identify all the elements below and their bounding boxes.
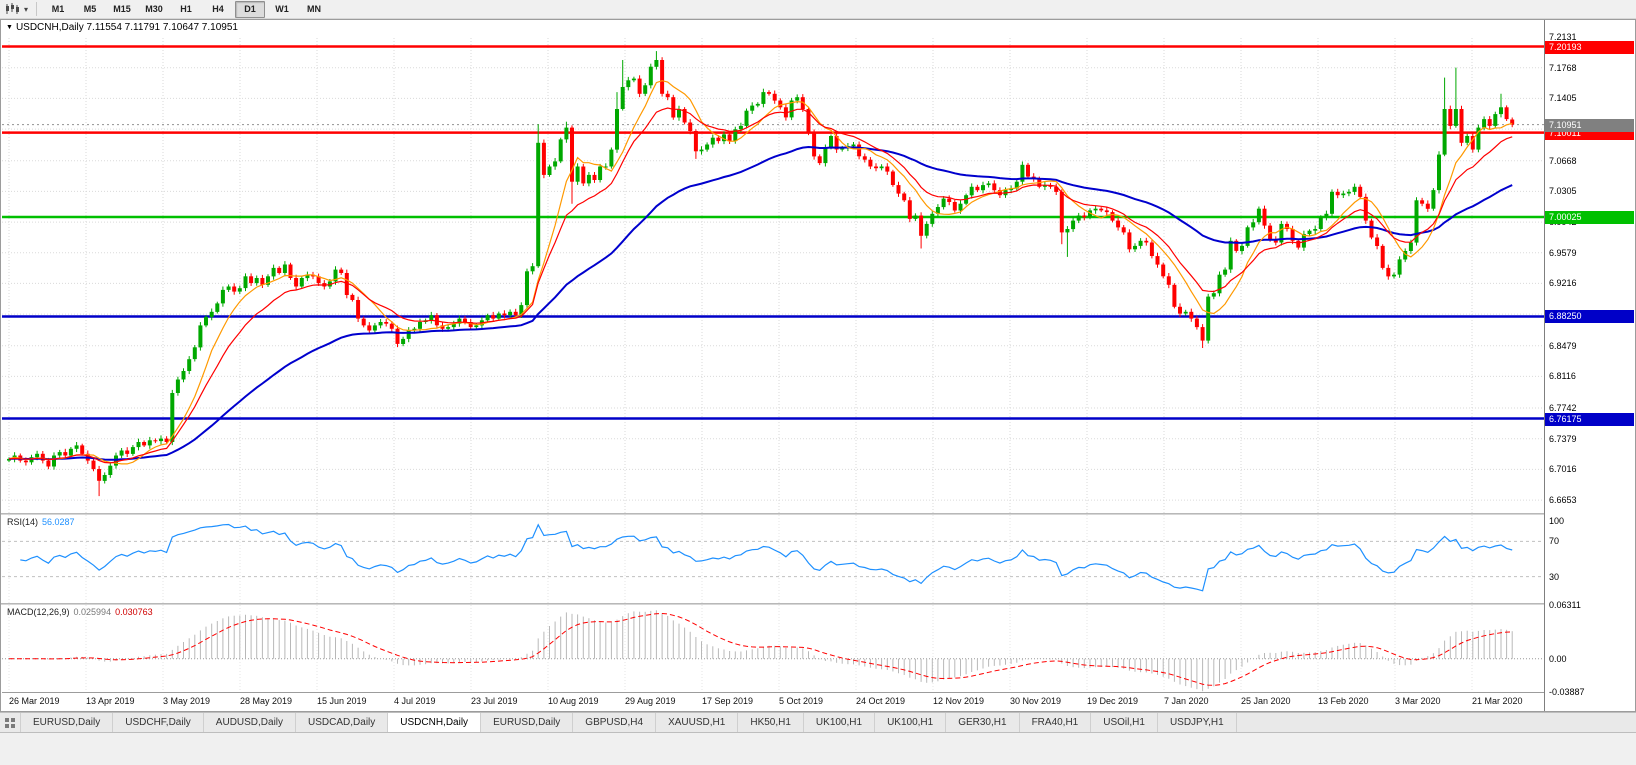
chart-tab-usdchf-daily[interactable]: USDCHF,Daily (113, 713, 204, 732)
rsi-level-label: 70 (1549, 536, 1560, 546)
main-chart-canvas[interactable] (2, 38, 1544, 513)
macd-label: MACD(12,26,9) (7, 607, 70, 617)
date-label: 13 Feb 2020 (1318, 696, 1369, 706)
rsi-level-label: 100 (1549, 516, 1565, 526)
rsi-canvas[interactable] (2, 515, 1544, 603)
chart-tab-usoil-h1[interactable]: USOil,H1 (1091, 713, 1158, 732)
timeframe-button-m15[interactable]: M15 (113, 3, 131, 14)
rsi-value: 56.0287 (42, 517, 75, 527)
time-axis[interactable]: 26 Mar 2019 13 Apr 2019 3 May 2019 28 May 2… (2, 692, 1544, 711)
chart-tab-eurusd-daily[interactable]: EURUSD,Daily (481, 713, 574, 732)
chart-tabbar: EURUSD,Daily USDCHF,Daily AUDUSD,Daily USDC… (0, 712, 1636, 733)
macd-canvas[interactable] (2, 605, 1544, 692)
date-label: 19 Dec 2019 (1087, 696, 1139, 706)
ohlc-info: USDCNH,Daily 7.11554 7.11791 7.10647 7.1… (15, 22, 238, 33)
date-label: 4 Jul 2019 (394, 696, 436, 706)
chart-tab-xauusd-h1[interactable]: XAUUSD,H1 (656, 713, 739, 732)
date-label: 24 Oct 2019 (856, 696, 906, 706)
price-axis: 7.21317.17687.14057.10427.06687.03056.99… (1544, 20, 1635, 711)
hline-price-box: 7.20193 (1545, 41, 1634, 54)
timeframe-buttons: M1 M5 M15 M30 H1 H4 D1 W1 MN (42, 0, 330, 18)
macd-header: MACD(12,26,9) 0.025994 0.030763 (7, 607, 153, 617)
current-price-box: 7.10951 (1545, 119, 1634, 132)
price-tick: 6.7742 (1549, 403, 1577, 413)
dropdown-caret-icon[interactable]: ▾ (23, 4, 28, 14)
macd-level-label: 0.00 (1549, 654, 1567, 664)
date-label: 12 Nov 2019 (933, 696, 985, 706)
date-label: 17 Sep 2019 (702, 696, 754, 706)
date-label: 15 Jun 2019 (317, 696, 367, 706)
date-label: 28 May 2019 (240, 696, 293, 706)
macd-level-label: -0.03887 (1549, 687, 1585, 697)
timeframe-button-m1[interactable]: M1 (51, 3, 65, 14)
date-label: 25 Jan 2020 (1241, 696, 1291, 706)
price-tick: 6.9216 (1549, 278, 1577, 288)
chart-tab-gbpusd-h4[interactable]: GBPUSD,H4 (573, 713, 657, 732)
chart-tab-uk100-h1[interactable]: UK100,H1 (803, 713, 876, 732)
price-tick: 6.8479 (1549, 341, 1577, 351)
price-tick: 7.0305 (1549, 186, 1577, 196)
ma-lines-group (8, 80, 1513, 465)
chart-tab-audusd-daily[interactable]: AUDUSD,Daily (203, 713, 297, 732)
pane-separator-macd[interactable] (1, 603, 1635, 605)
hline-price-box: 6.88250 (1545, 310, 1634, 323)
date-label: 5 Oct 2019 (779, 696, 824, 706)
date-label: 13 Apr 2019 (86, 696, 135, 706)
price-tick: 6.9579 (1549, 248, 1577, 258)
collapse-triangle-icon[interactable]: ▼ (6, 24, 13, 31)
chart-tab-usdcad-daily[interactable]: USDCAD,Daily (296, 713, 389, 732)
price-tick: 6.7016 (1549, 464, 1577, 474)
rsi-level-label: 30 (1549, 572, 1560, 582)
macd-histogram-group (14, 610, 1513, 692)
date-label: 10 Aug 2019 (548, 696, 599, 706)
price-tick: 6.6653 (1549, 495, 1577, 505)
macd-main-value: 0.025994 (73, 607, 112, 617)
price-tick: 6.8116 (1549, 371, 1576, 381)
price-tick: 6.7379 (1549, 434, 1577, 444)
date-label: 21 Mar 2020 (1472, 696, 1523, 706)
date-label: 26 Mar 2019 (9, 696, 60, 706)
chart-tab-ger30-h1[interactable]: GER30,H1 (946, 713, 1020, 732)
pane-separator-rsi[interactable] (1, 513, 1635, 515)
chart-tab-usdjpy-h1[interactable]: USDJPY,H1 (1157, 713, 1237, 732)
chart-tab-hk50-h1[interactable]: HK50,H1 (738, 713, 804, 732)
hline-price-box: 6.76175 (1545, 413, 1634, 426)
macd-level-label: 0.06311 (1549, 600, 1581, 610)
timeframe-button-h4[interactable]: H4 (212, 3, 224, 14)
price-tick: 7.0668 (1549, 156, 1577, 166)
price-tick: 7.1768 (1549, 63, 1577, 73)
toolbar-separator (36, 2, 37, 16)
chart-tab-usdcnh-daily[interactable]: USDCNH,Daily (388, 713, 482, 732)
rsi-label: RSI(14) (7, 517, 39, 527)
rsi-header: RSI(14) 56.0287 (7, 517, 75, 527)
timeframe-button-h1[interactable]: H1 (180, 3, 192, 14)
timeframe-button-m30[interactable]: M30 (145, 3, 163, 14)
timeframe-button-mn[interactable]: MN (307, 3, 321, 14)
ohlc-header: ▼ USDCNH,Daily 7.11554 7.11791 7.10647 7.… (6, 22, 238, 36)
date-label: 29 Aug 2019 (625, 696, 676, 706)
timeframe-button-d1[interactable]: D1 (235, 0, 265, 18)
date-label: 23 Jul 2019 (471, 696, 518, 706)
date-label: 3 May 2019 (163, 696, 211, 706)
macd-signal-value: 0.030763 (115, 607, 153, 617)
chart-type-icon[interactable] (3, 1, 21, 17)
hline-price-box: 7.00025 (1545, 211, 1634, 224)
date-label: 7 Jan 2020 (1164, 696, 1209, 706)
tab-list-icon[interactable] (0, 713, 21, 732)
date-label: 30 Nov 2019 (1010, 696, 1062, 706)
timeframe-toolbar: ▾ M1 M5 M15 M30 H1 H4 D1 W1 MN (0, 0, 1636, 19)
timeframe-button-w1[interactable]: W1 (275, 3, 289, 14)
price-tick: 7.2131 (1549, 32, 1577, 42)
status-bar (0, 733, 1636, 765)
chart-tab-uk100-h1[interactable]: UK100,H1 (875, 713, 947, 732)
date-label: 3 Mar 2020 (1395, 696, 1441, 706)
chart-tab-eurusd-daily[interactable]: EURUSD,Daily (21, 713, 114, 732)
price-tick: 7.1405 (1549, 93, 1577, 103)
timeframe-button-m5[interactable]: M5 (83, 3, 97, 14)
candles-group (7, 51, 1515, 497)
chart-tab-fra40-h1[interactable]: FRA40,H1 (1019, 713, 1092, 732)
chart-window: ▼ USDCNH,Daily 7.11554 7.11791 7.10647 7.… (0, 19, 1636, 712)
